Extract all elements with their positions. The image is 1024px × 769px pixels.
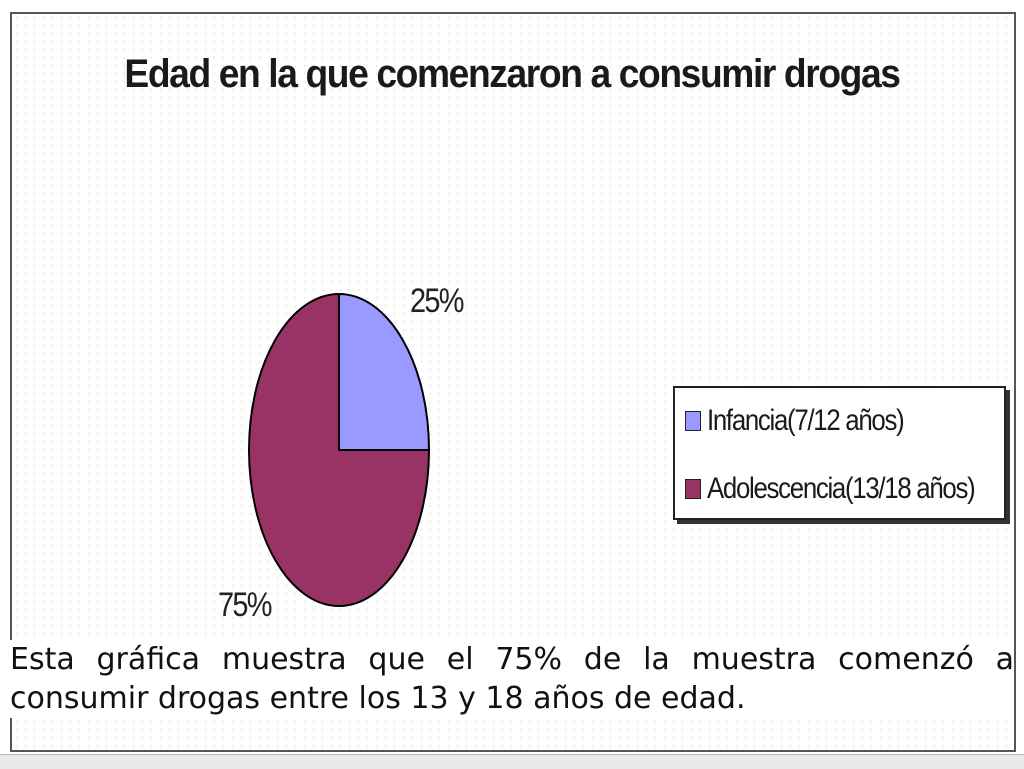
pie-slice-infancia <box>338 292 431 451</box>
chart-title: Edad en la que comenzaron a consumir dro… <box>124 52 901 96</box>
pie-slice-adolescencia <box>248 292 431 607</box>
legend-swatch-infancia <box>685 411 701 431</box>
legend-swatch-adolescencia <box>685 479 701 499</box>
slide-bottom-edge <box>0 754 1024 769</box>
legend-label-adolescencia: Adolescencia(13/18 años) <box>707 472 976 505</box>
slice-label-adolescencia: 75% <box>218 586 272 624</box>
legend-item-infancia: Infancia(7/12 años) <box>685 404 935 438</box>
legend-label-infancia: Infancia(7/12 años) <box>707 404 905 437</box>
legend-item-adolescencia: Adolescencia(13/18 años) <box>685 472 1018 506</box>
chart-caption: Esta gráfica muestra que el 75% de la mu… <box>10 640 1014 718</box>
slice-label-infancia: 25% <box>410 282 464 320</box>
slide-frame <box>10 12 1016 752</box>
chart-legend: Infancia(7/12 años) Adolescencia(13/18 a… <box>673 386 1006 520</box>
